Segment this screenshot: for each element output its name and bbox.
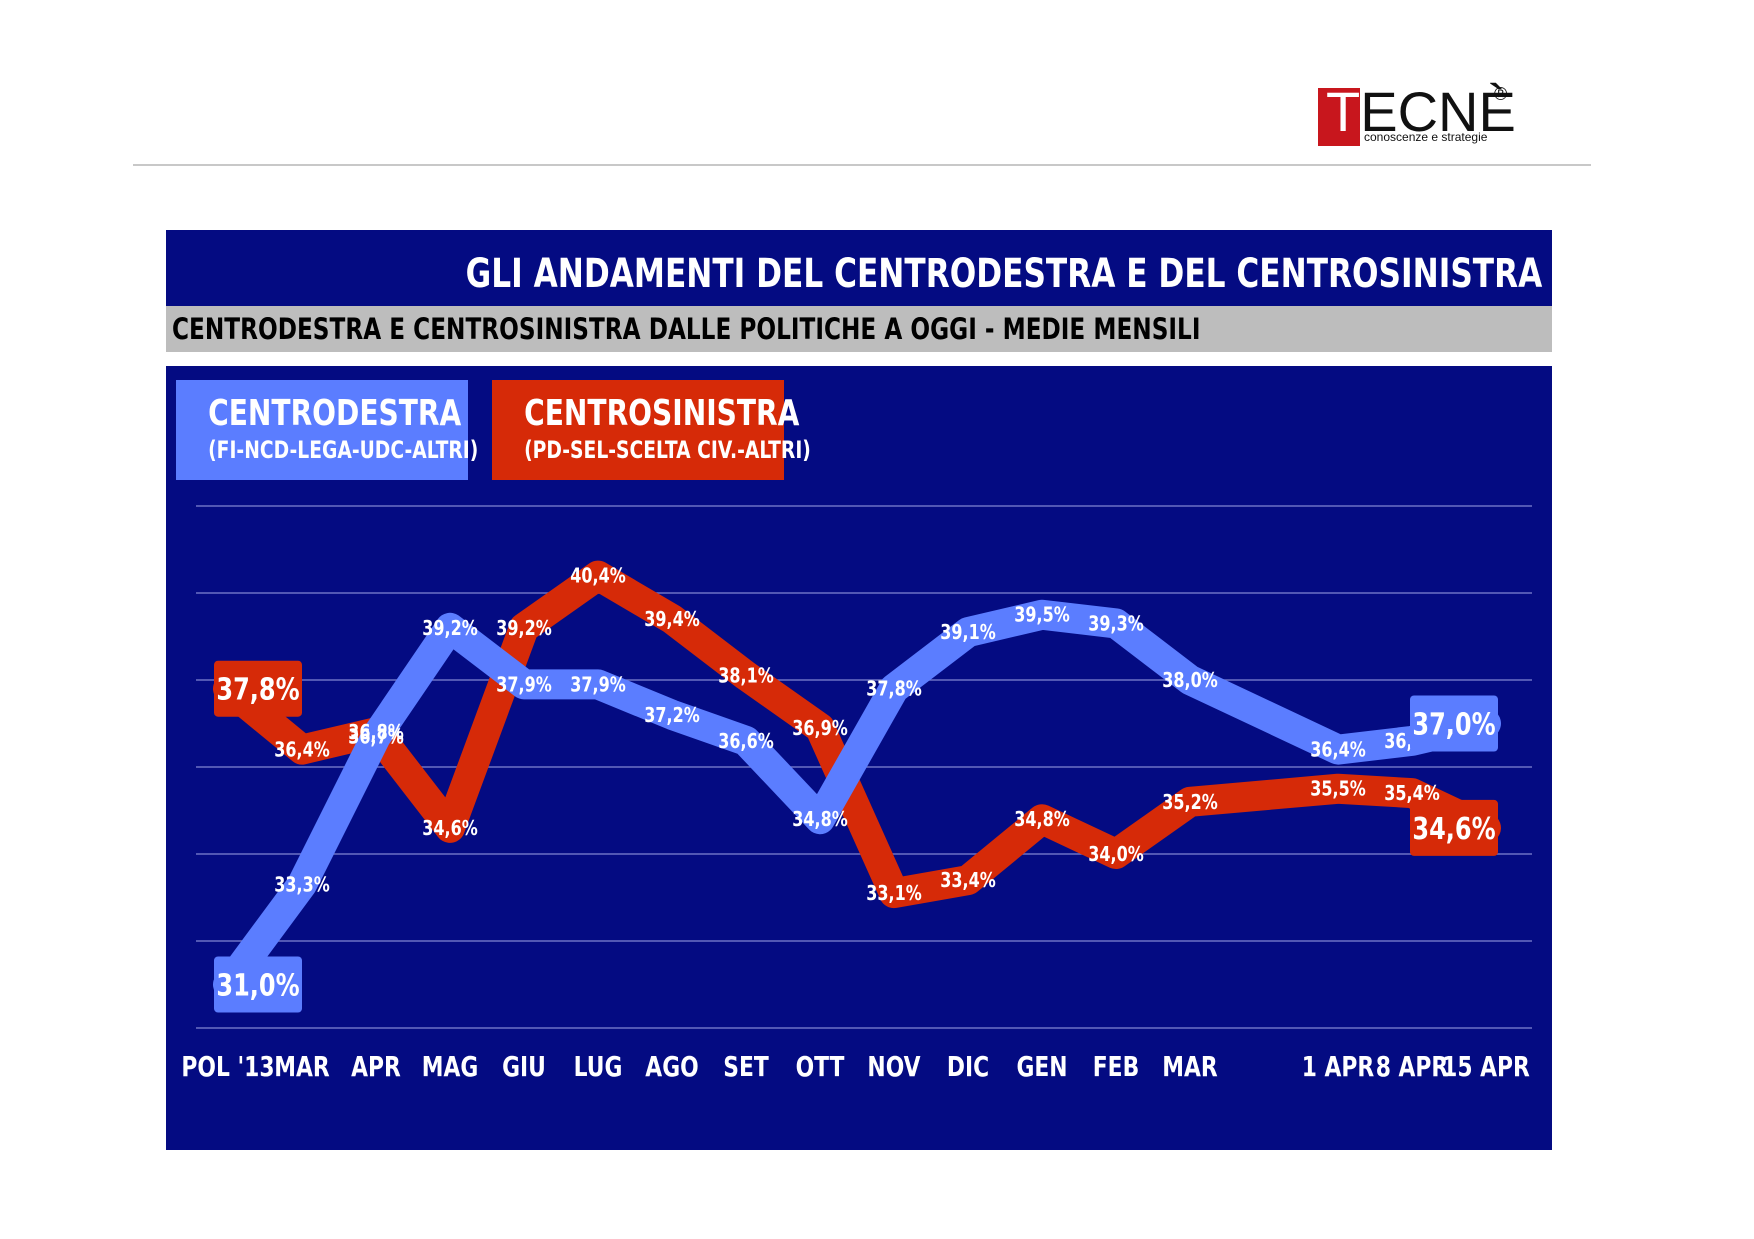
x-tick-label-4: GIU <box>502 1050 546 1082</box>
data-label-centrosinistra-13: 35,2% <box>1162 791 1218 814</box>
data-label-centrosinistra-4: 39,2% <box>496 617 552 640</box>
series-layer <box>213 560 1501 1000</box>
data-label-centrodestra-10: 39,1% <box>940 621 996 644</box>
x-tick-label-8: OTT <box>796 1050 845 1082</box>
data-label-centrodestra-8: 34,8% <box>792 809 848 832</box>
data-label-centrodestra-7: 36,6% <box>718 730 774 753</box>
series-line-centrosinistra <box>213 560 1501 909</box>
logo-red-box <box>1318 88 1360 146</box>
x-tick-label-14: 1 APR <box>1302 1050 1374 1082</box>
endpoint-box-centrosinistra-16 <box>1410 799 1498 856</box>
data-label-centrosinistra-15: 35,4% <box>1384 782 1440 805</box>
endpoint-box-centrosinistra-0 <box>214 660 302 717</box>
data-label-centrodestra-3: 39,2% <box>422 617 478 640</box>
data-label-centrosinistra-11: 34,8% <box>1014 809 1070 832</box>
x-tick-label-11: GEN <box>1016 1050 1067 1082</box>
x-tick-label-2: APR <box>351 1050 401 1082</box>
data-label-centrosinistra-8: 36,9% <box>792 717 848 740</box>
data-label-centrodestra-9: 37,8% <box>866 678 922 701</box>
data-label-centrosinistra-3: 34,6% <box>422 817 478 840</box>
data-label-centrodestra-14: 36,4% <box>1310 739 1366 762</box>
chart-title: GLI ANDAMENTI DEL CENTRODESTRA E DEL CEN… <box>465 251 1542 297</box>
series-line-centrodestra <box>213 599 1501 1000</box>
data-label-centrodestra-6: 37,2% <box>644 704 700 727</box>
x-tick-label-6: AGO <box>645 1050 698 1082</box>
data-label-centrosinistra-16: 34,6% <box>1412 812 1495 846</box>
x-tick-label-15: 8 APR <box>1376 1050 1448 1082</box>
x-tick-label-9: NOV <box>867 1050 921 1082</box>
x-tick-label-12: FEB <box>1093 1050 1139 1082</box>
endpoint-box-centrodestra-16 <box>1410 695 1498 752</box>
data-label-centrodestra-1: 33,3% <box>274 874 330 897</box>
tecne-logo: TECNÈ ® conoscenze e strategie <box>1318 82 1528 150</box>
x-tick-label-13: MAR <box>1162 1050 1217 1082</box>
data-label-centrodestra-12: 39,3% <box>1088 613 1144 636</box>
legend-centrodestra: CENTRODESTRA (FI-NCD-LEGA-UDC-ALTRI) <box>176 380 479 480</box>
data-label-centrodestra-16: 37,0% <box>1412 708 1495 742</box>
x-tick-label-7: SET <box>723 1050 769 1082</box>
data-label-centrosinistra-6: 39,4% <box>644 608 700 631</box>
logo-tagline: conoscenze e strategie <box>1364 130 1488 144</box>
subtitle-band: CENTRODESTRA E CENTROSINISTRA DALLE POLI… <box>166 306 1552 352</box>
x-tick-label-10: DIC <box>947 1050 989 1082</box>
x-tick-label-5: LUG <box>574 1050 623 1082</box>
logo-wordmark: TECNÈ <box>1326 82 1516 142</box>
line-chart: 31,0% 33,3% 36,7% 39,2% 37,9% 37,9% 37,2% 36,6%… <box>181 505 1532 1083</box>
x-tick-label-0: POL '13 <box>181 1050 274 1082</box>
x-axis: POL '13 MAR APR MAG GIU LUG AGO SET OTT NOV DIC GEN… <box>181 1050 1529 1082</box>
data-label-centrosinistra-1: 36,4% <box>274 739 330 762</box>
data-label-centrosinistra-2: 36,8% <box>348 722 404 745</box>
data-label-centrosinistra-0: 37,8% <box>216 673 299 707</box>
x-tick-label-3: MAG <box>422 1050 479 1082</box>
data-label-centrosinistra-12: 34,0% <box>1088 843 1144 866</box>
x-tick-label-1: MAR <box>274 1050 329 1082</box>
data-label-centrosinistra-9: 33,1% <box>866 882 922 905</box>
legend-centrodestra-detail: (FI-NCD-LEGA-UDC-ALTRI) <box>208 436 479 464</box>
data-label-centrosinistra-10: 33,4% <box>940 869 996 892</box>
legend-centrodestra-name: CENTRODESTRA <box>208 393 462 434</box>
chart-subtitle: CENTRODESTRA E CENTROSINISTRA DALLE POLI… <box>172 312 1201 346</box>
legend-centrosinistra: CENTROSINISTRA (PD-SEL-SCELTA CIV.-ALTRI… <box>492 380 811 480</box>
endpoint-box-centrodestra-0 <box>214 956 302 1013</box>
logo-first-letter: T <box>1326 80 1361 143</box>
data-label-layer: 31,0% 33,3% 36,7% 39,2% 37,9% 37,9% 37,2% 36,6%… <box>214 565 1498 1013</box>
header-divider <box>133 164 1591 166</box>
separator-band <box>166 352 1552 366</box>
data-label-centrosinistra-14: 35,5% <box>1310 778 1366 801</box>
data-label-centrodestra-13: 38,0% <box>1162 669 1218 692</box>
data-label-centrodestra-0: 31,0% <box>216 969 299 1003</box>
logo-registered-mark: ® <box>1494 84 1508 104</box>
data-label-centrosinistra-5: 40,4% <box>570 565 626 588</box>
data-label-centrodestra-11: 39,5% <box>1014 604 1070 627</box>
x-tick-label-16: 15 APR <box>1442 1050 1530 1082</box>
data-label-centrodestra-2: 36,7% <box>348 726 404 749</box>
data-label-centrodestra-5: 37,9% <box>570 674 626 697</box>
logo-rest: ECNÈ <box>1360 80 1516 143</box>
data-label-centrosinistra-7: 38,1% <box>718 665 774 688</box>
data-label-centrodestra-4: 37,9% <box>496 674 552 697</box>
chart-panel: GLI ANDAMENTI DEL CENTRODESTRA E DEL CEN… <box>166 230 1552 1150</box>
